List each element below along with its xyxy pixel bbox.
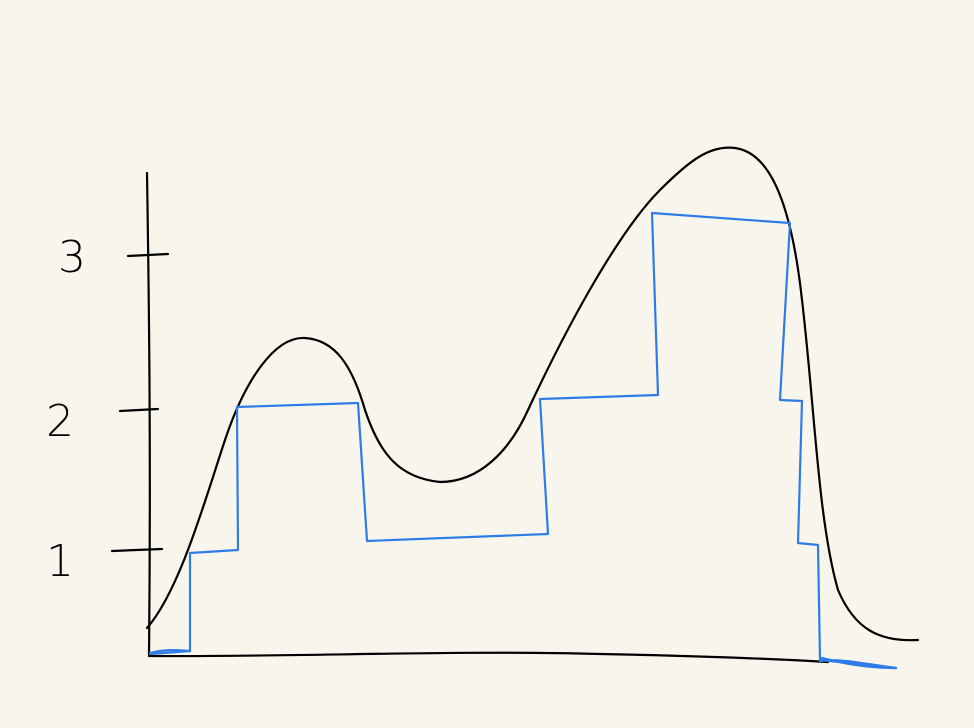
y-tick-label-2: 2	[46, 396, 74, 447]
y-axis-line	[145, 171, 151, 657]
y-tick-label-1: 1	[46, 536, 74, 587]
step-function	[148, 211, 898, 670]
step-baseline-end	[818, 656, 898, 670]
y-tick-2	[118, 407, 160, 413]
x-axis-line	[147, 651, 830, 664]
y-tick-1	[110, 547, 164, 553]
y-tick-3	[126, 252, 170, 258]
y-tick-label-3: 3	[58, 232, 86, 283]
function-curve	[145, 146, 920, 642]
step-baseline-start	[148, 649, 192, 655]
